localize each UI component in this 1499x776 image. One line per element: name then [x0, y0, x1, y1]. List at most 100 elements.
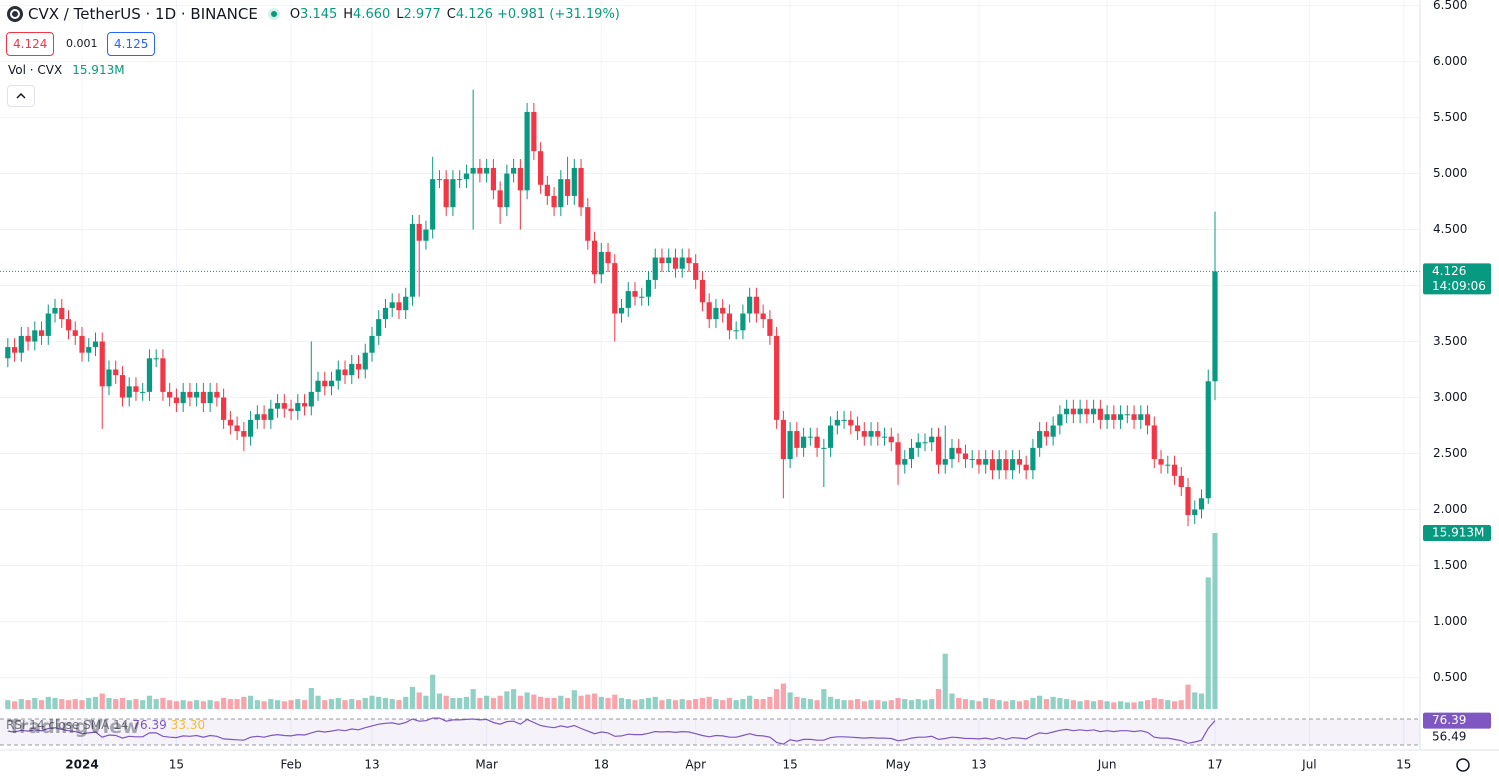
candle-body — [1070, 408, 1076, 415]
y-tick-label: 3.000 — [1433, 390, 1467, 404]
market-status[interactable] — [262, 5, 286, 23]
volume-bar — [274, 700, 281, 709]
candle-body — [989, 459, 996, 471]
candle-body — [902, 459, 908, 465]
volume-bar — [342, 700, 348, 709]
candle-body — [18, 335, 24, 353]
candle-body — [389, 302, 395, 308]
candle-body — [1084, 408, 1090, 415]
rsi-label: 76.39 — [1432, 713, 1466, 727]
candle-body — [99, 341, 105, 387]
candle-body — [268, 408, 274, 420]
x-tick-label: 15 — [169, 758, 184, 772]
x-tick-label: Jun — [1097, 758, 1117, 772]
volume-bar — [214, 701, 220, 709]
volume-bar — [935, 689, 942, 709]
candle-body — [625, 291, 631, 308]
volume-bar — [591, 693, 598, 709]
volume-bar — [1003, 701, 1009, 709]
volume-bar — [1198, 693, 1205, 709]
candle-body — [11, 347, 18, 353]
x-tick-label: Feb — [280, 758, 301, 772]
volume-bar — [369, 695, 375, 709]
candle-body — [443, 179, 449, 208]
candle-body — [79, 335, 85, 353]
candle-body — [1198, 498, 1205, 510]
candle-body — [484, 167, 490, 174]
candle-body — [45, 313, 51, 336]
candle-body — [1016, 459, 1023, 465]
volume-label-box — [1423, 525, 1491, 541]
volume-bar — [11, 701, 18, 709]
candle-body — [794, 431, 800, 448]
symbol-title[interactable]: CVX / TetherUS · 1D · BINANCE — [28, 5, 258, 23]
candle-body — [335, 369, 341, 381]
volume-bar — [18, 699, 24, 709]
ohlc-key: H — [343, 6, 354, 22]
symbol-logo — [7, 6, 23, 22]
volume-bar — [1104, 701, 1110, 709]
candle-body — [848, 419, 854, 426]
volume-bar — [497, 695, 503, 709]
candle-body — [1003, 459, 1009, 471]
y-tick-label: 6.500 — [1433, 0, 1467, 12]
volume-bar — [794, 696, 800, 709]
volume-bar — [99, 693, 105, 709]
volume-bar — [551, 697, 557, 709]
volume-bar — [686, 700, 692, 709]
y-tick-label: 1.000 — [1433, 614, 1467, 628]
rsi-label-box — [1423, 712, 1491, 729]
volume-bar — [248, 695, 254, 709]
candle-body — [1124, 414, 1130, 416]
candle-body — [86, 347, 92, 353]
candle-body — [254, 414, 260, 420]
volume-bar — [1212, 533, 1218, 709]
candle-body — [1117, 414, 1124, 420]
volume-bar — [902, 699, 908, 709]
candle-body — [814, 436, 820, 448]
volume-bar — [180, 700, 186, 709]
candle-body — [571, 167, 577, 196]
volume-bar — [490, 697, 496, 709]
candle-body — [1192, 509, 1198, 516]
volume-bar — [1064, 699, 1070, 709]
volume-bar — [983, 697, 989, 709]
volume-bar — [929, 699, 935, 709]
candle-body — [1077, 408, 1083, 415]
candle-body — [5, 347, 11, 359]
volume-bar — [315, 695, 321, 709]
volume-bar — [807, 699, 813, 709]
candle-body — [983, 459, 989, 465]
volume-bar — [1030, 697, 1036, 709]
candle-body — [585, 207, 591, 241]
volume-bar — [254, 700, 260, 709]
candle-body — [349, 363, 355, 376]
volume-bar — [578, 695, 584, 709]
volume-bar — [140, 700, 146, 709]
buy-button[interactable]: 4.125 — [107, 32, 156, 56]
volume-bar — [86, 697, 92, 709]
volume-bar — [976, 701, 982, 709]
volume-bar — [423, 695, 429, 709]
candle-body — [153, 358, 159, 360]
candle-body — [362, 352, 368, 370]
candle-body — [807, 436, 813, 438]
volume-bar — [780, 683, 786, 709]
candle-body — [753, 296, 759, 314]
candle-body — [659, 257, 665, 264]
volume-bar — [32, 697, 38, 709]
volume-bar — [693, 699, 699, 709]
collapse-button[interactable] — [7, 85, 35, 107]
watermark-text: TradingView — [8, 716, 140, 738]
y-tick-label: 3.500 — [1433, 334, 1467, 348]
volume-bar — [194, 700, 200, 709]
volume-bar — [767, 696, 773, 709]
sell-button[interactable]: 4.124 — [6, 32, 55, 56]
volume-bar — [1205, 577, 1211, 709]
volume-bar — [1192, 692, 1198, 709]
volume-bar — [1158, 699, 1164, 709]
volume-bar — [598, 696, 604, 709]
candle-body — [1158, 459, 1164, 465]
volume-bar — [881, 701, 888, 709]
candle-body — [315, 380, 321, 392]
